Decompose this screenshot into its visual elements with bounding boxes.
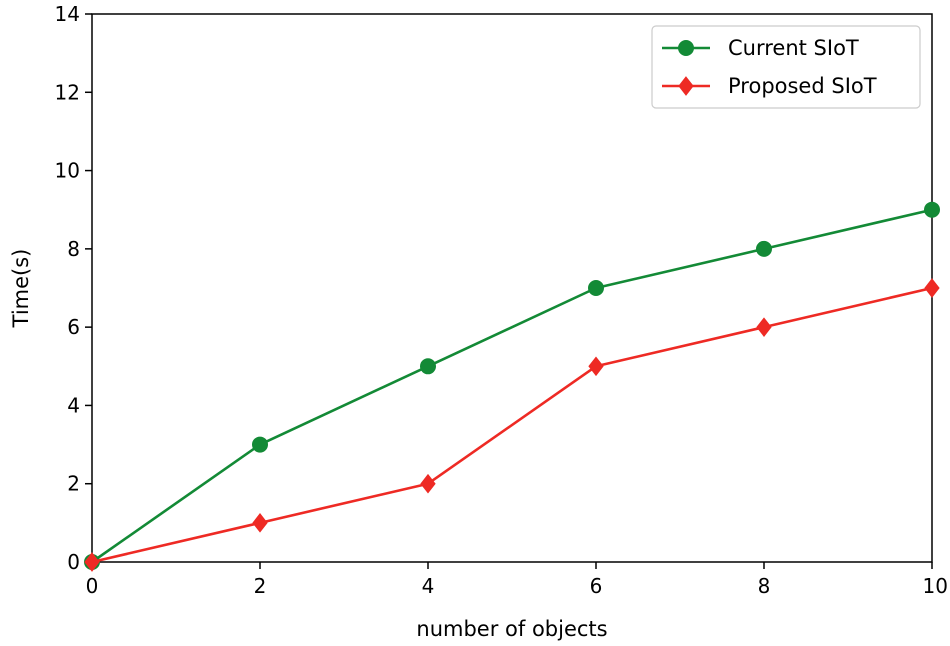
data-point [84, 552, 100, 572]
y-tick-label: 2 [67, 472, 80, 496]
y-tick-label: 14 [55, 2, 80, 26]
x-tick-label: 0 [86, 574, 99, 598]
series-proposed-siot [84, 278, 940, 572]
x-tick-label: 2 [254, 574, 267, 598]
y-axis-title: Time(s) [9, 249, 33, 329]
data-point [420, 358, 436, 375]
data-point [924, 278, 940, 298]
y-axis: 0 2 4 6 8 10 12 14 [55, 2, 92, 574]
series-layer [84, 201, 940, 572]
legend: Current SIoT Proposed SIoT [651, 25, 921, 109]
legend-marker [678, 40, 694, 56]
y-tick-label: 6 [67, 315, 80, 339]
series-line [91, 286, 933, 564]
x-tick-label: 8 [758, 574, 771, 598]
series-line [91, 208, 933, 564]
y-tick-label: 4 [67, 393, 80, 417]
x-axis: 0 2 4 6 8 10 [86, 562, 948, 598]
legend-label: Proposed SIoT [728, 74, 877, 98]
legend-label: Current SIoT [728, 36, 859, 60]
y-tick-label: 10 [55, 159, 80, 183]
data-point [420, 473, 436, 494]
y-tick-label: 12 [55, 80, 80, 104]
legend-marker [678, 76, 694, 96]
legend-item: Current SIoT [662, 36, 859, 60]
x-tick-label: 10 [923, 574, 948, 598]
data-point [756, 317, 772, 337]
y-tick-label: 0 [67, 550, 80, 574]
data-point [756, 240, 772, 257]
data-point [252, 436, 268, 453]
data-point [252, 513, 268, 533]
data-point [588, 280, 604, 296]
y-tick-label: 8 [67, 237, 80, 261]
x-tick-label: 4 [422, 574, 435, 598]
x-axis-title: number of objects [416, 617, 607, 641]
legend-item: Proposed SIoT [662, 74, 877, 98]
data-point [924, 201, 940, 218]
x-tick-label: 6 [590, 574, 603, 598]
data-point [588, 356, 604, 377]
legend-box [651, 25, 921, 109]
